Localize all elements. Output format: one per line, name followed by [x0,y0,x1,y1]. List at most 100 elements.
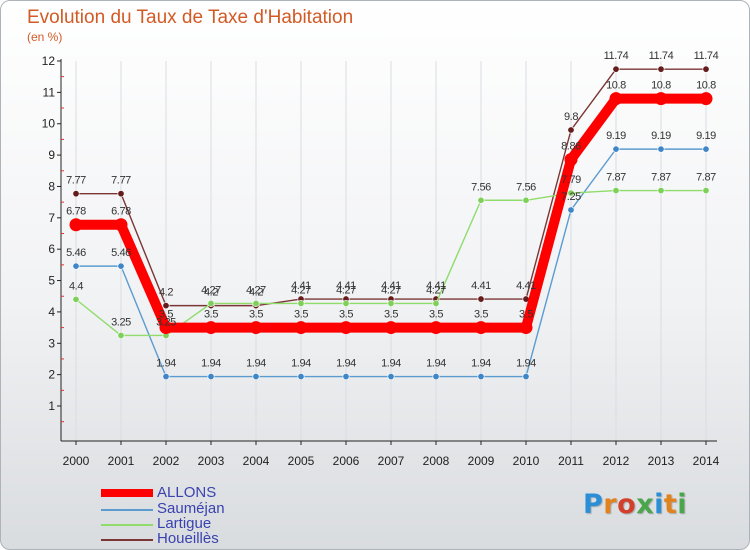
data-label: 3.25 [111,316,131,328]
data-point [342,373,350,381]
data-point [477,373,485,381]
data-label: 4.27 [291,284,311,296]
data-label: 4.41 [471,280,491,292]
data-label: 10.8 [696,80,716,92]
data-point [117,331,125,339]
data-label: 5.46 [66,247,86,259]
data-label: 4.2 [249,287,263,299]
data-point [657,145,665,153]
data-label: 7.56 [516,181,536,193]
x-tick-label: 2007 [378,454,405,468]
legend-label-saumejan: Sauméjan [157,500,225,517]
data-label: 10.8 [606,80,626,92]
data-label: 1.94 [201,358,221,370]
y-tick-label: 6 [48,242,55,256]
data-label: 4.27 [201,284,221,296]
y-tick-label: 10 [42,117,56,131]
data-point [567,206,575,214]
data-label: 5.46 [111,247,131,259]
data-point [159,321,173,335]
data-point [72,262,80,270]
y-tick-label: 4 [48,305,55,319]
data-point [657,187,665,195]
data-label: 1.94 [516,358,536,370]
legend-swatch-allons [101,489,153,497]
data-point [522,373,530,381]
data-label: 3.5 [159,309,173,321]
data-point [612,187,620,195]
data-label: 4.4 [69,280,83,292]
data-label: 9.19 [651,130,671,142]
data-label: 10.8 [651,80,671,92]
data-label: 3.5 [474,309,488,321]
y-tick-label: 5 [48,274,55,288]
y-tick-label: 1 [48,399,55,413]
data-point [294,321,308,335]
data-point [252,299,260,307]
data-label: 1.94 [336,358,356,370]
data-label: 7.25 [561,191,581,203]
data-label: 4.2 [204,287,218,299]
data-label: 4.27 [381,284,401,296]
y-tick-label: 8 [48,179,55,193]
data-point [432,373,440,381]
data-label: 1.94 [381,358,401,370]
data-point [339,321,353,335]
data-label: 6.78 [66,206,86,218]
data-point [702,65,710,73]
data-label: 1.94 [246,358,266,370]
data-point [162,302,170,310]
data-label: 7.79 [561,174,581,186]
data-point [387,299,395,307]
x-tick-label: 2012 [603,454,630,468]
data-point [252,373,260,381]
y-tick-label: 9 [48,148,55,162]
x-tick-label: 2008 [423,454,450,468]
y-tick-label: 12 [42,54,56,68]
legend-swatch-lartigue [101,524,153,526]
x-tick-label: 2004 [243,454,270,468]
legend-swatch-houeilles [101,539,153,541]
data-point [162,373,170,381]
data-label: 6.78 [111,206,131,218]
data-point [564,152,578,166]
data-label: 7.87 [696,172,716,184]
data-label: 7.77 [66,175,86,187]
data-point [654,92,668,106]
data-point [117,262,125,270]
x-tick-label: 2013 [648,454,675,468]
x-tick-label: 2005 [288,454,315,468]
data-point [249,321,263,335]
data-point [699,92,713,106]
data-point [612,65,620,73]
x-tick-label: 2000 [63,454,90,468]
unit-label: (en %) [27,30,63,44]
data-point [69,218,83,232]
data-label: 7.87 [606,172,626,184]
y-tick-label: 11 [43,85,56,99]
data-point [702,145,710,153]
data-label: 3.5 [204,309,218,321]
x-tick-label: 2003 [198,454,225,468]
data-label: 9.19 [606,130,626,142]
data-label: 8.86 [561,140,581,152]
data-point [702,187,710,195]
data-point [474,321,488,335]
data-label: 1.94 [426,358,446,370]
data-point [387,373,395,381]
data-label: 4.41 [426,280,446,292]
data-label: 3.5 [384,309,398,321]
data-point [567,189,575,197]
x-tick-label: 2009 [468,454,495,468]
data-label: 11.74 [694,50,719,62]
data-label: 4.27 [336,284,356,296]
data-label: 7.77 [111,175,131,187]
legend-label-allons: ALLONS [157,484,217,501]
x-tick-label: 2014 [693,454,720,468]
x-tick-label: 2010 [513,454,540,468]
chart-title: Evolution du Taux de Taxe d'Habitation [27,7,354,28]
x-tick-label: 2002 [153,454,180,468]
data-label: 7.56 [471,181,491,193]
data-label: 4.41 [291,280,311,292]
